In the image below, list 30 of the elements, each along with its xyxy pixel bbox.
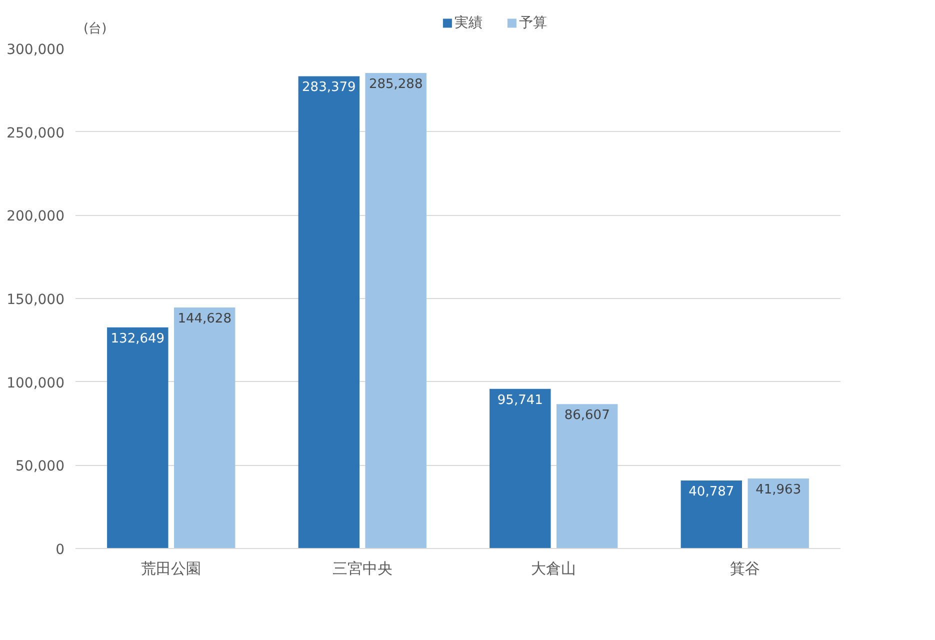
y-tick-label: 150,000 xyxy=(6,292,65,308)
x-tick-label: 三宮中央 xyxy=(332,560,392,578)
y-tick-label: 250,000 xyxy=(6,125,65,142)
bar xyxy=(298,76,360,548)
data-label: 283,379 xyxy=(302,80,356,96)
data-label: 41,963 xyxy=(756,482,802,498)
bar xyxy=(490,388,551,548)
data-label: 285,288 xyxy=(368,77,423,92)
legend-label: 実績 xyxy=(454,15,482,32)
y-tick-label: 0 xyxy=(56,542,65,558)
bar xyxy=(556,404,618,548)
x-tick-label: 荒田公園 xyxy=(141,560,202,578)
bar xyxy=(680,480,742,548)
y-tick-label: 300,000 xyxy=(6,42,65,58)
x-tick-label: 箕谷 xyxy=(730,560,760,578)
text: (台) xyxy=(84,22,107,36)
legend-label: 予算 xyxy=(518,15,547,32)
bar xyxy=(107,327,168,548)
data-label: 132,649 xyxy=(110,331,165,346)
data-label: 86,607 xyxy=(564,408,610,424)
bar xyxy=(365,73,426,548)
bar xyxy=(174,307,236,548)
data-label: 95,741 xyxy=(497,392,543,408)
data-label: 144,628 xyxy=(178,311,232,326)
y-tick-label: 100,000 xyxy=(6,375,65,392)
data-label: 40,787 xyxy=(688,484,734,500)
y-tick-label: 200,000 xyxy=(6,208,65,225)
x-tick-label: 大倉山 xyxy=(531,560,576,578)
bar xyxy=(748,478,809,548)
y-tick-label: 50,000 xyxy=(16,458,65,475)
